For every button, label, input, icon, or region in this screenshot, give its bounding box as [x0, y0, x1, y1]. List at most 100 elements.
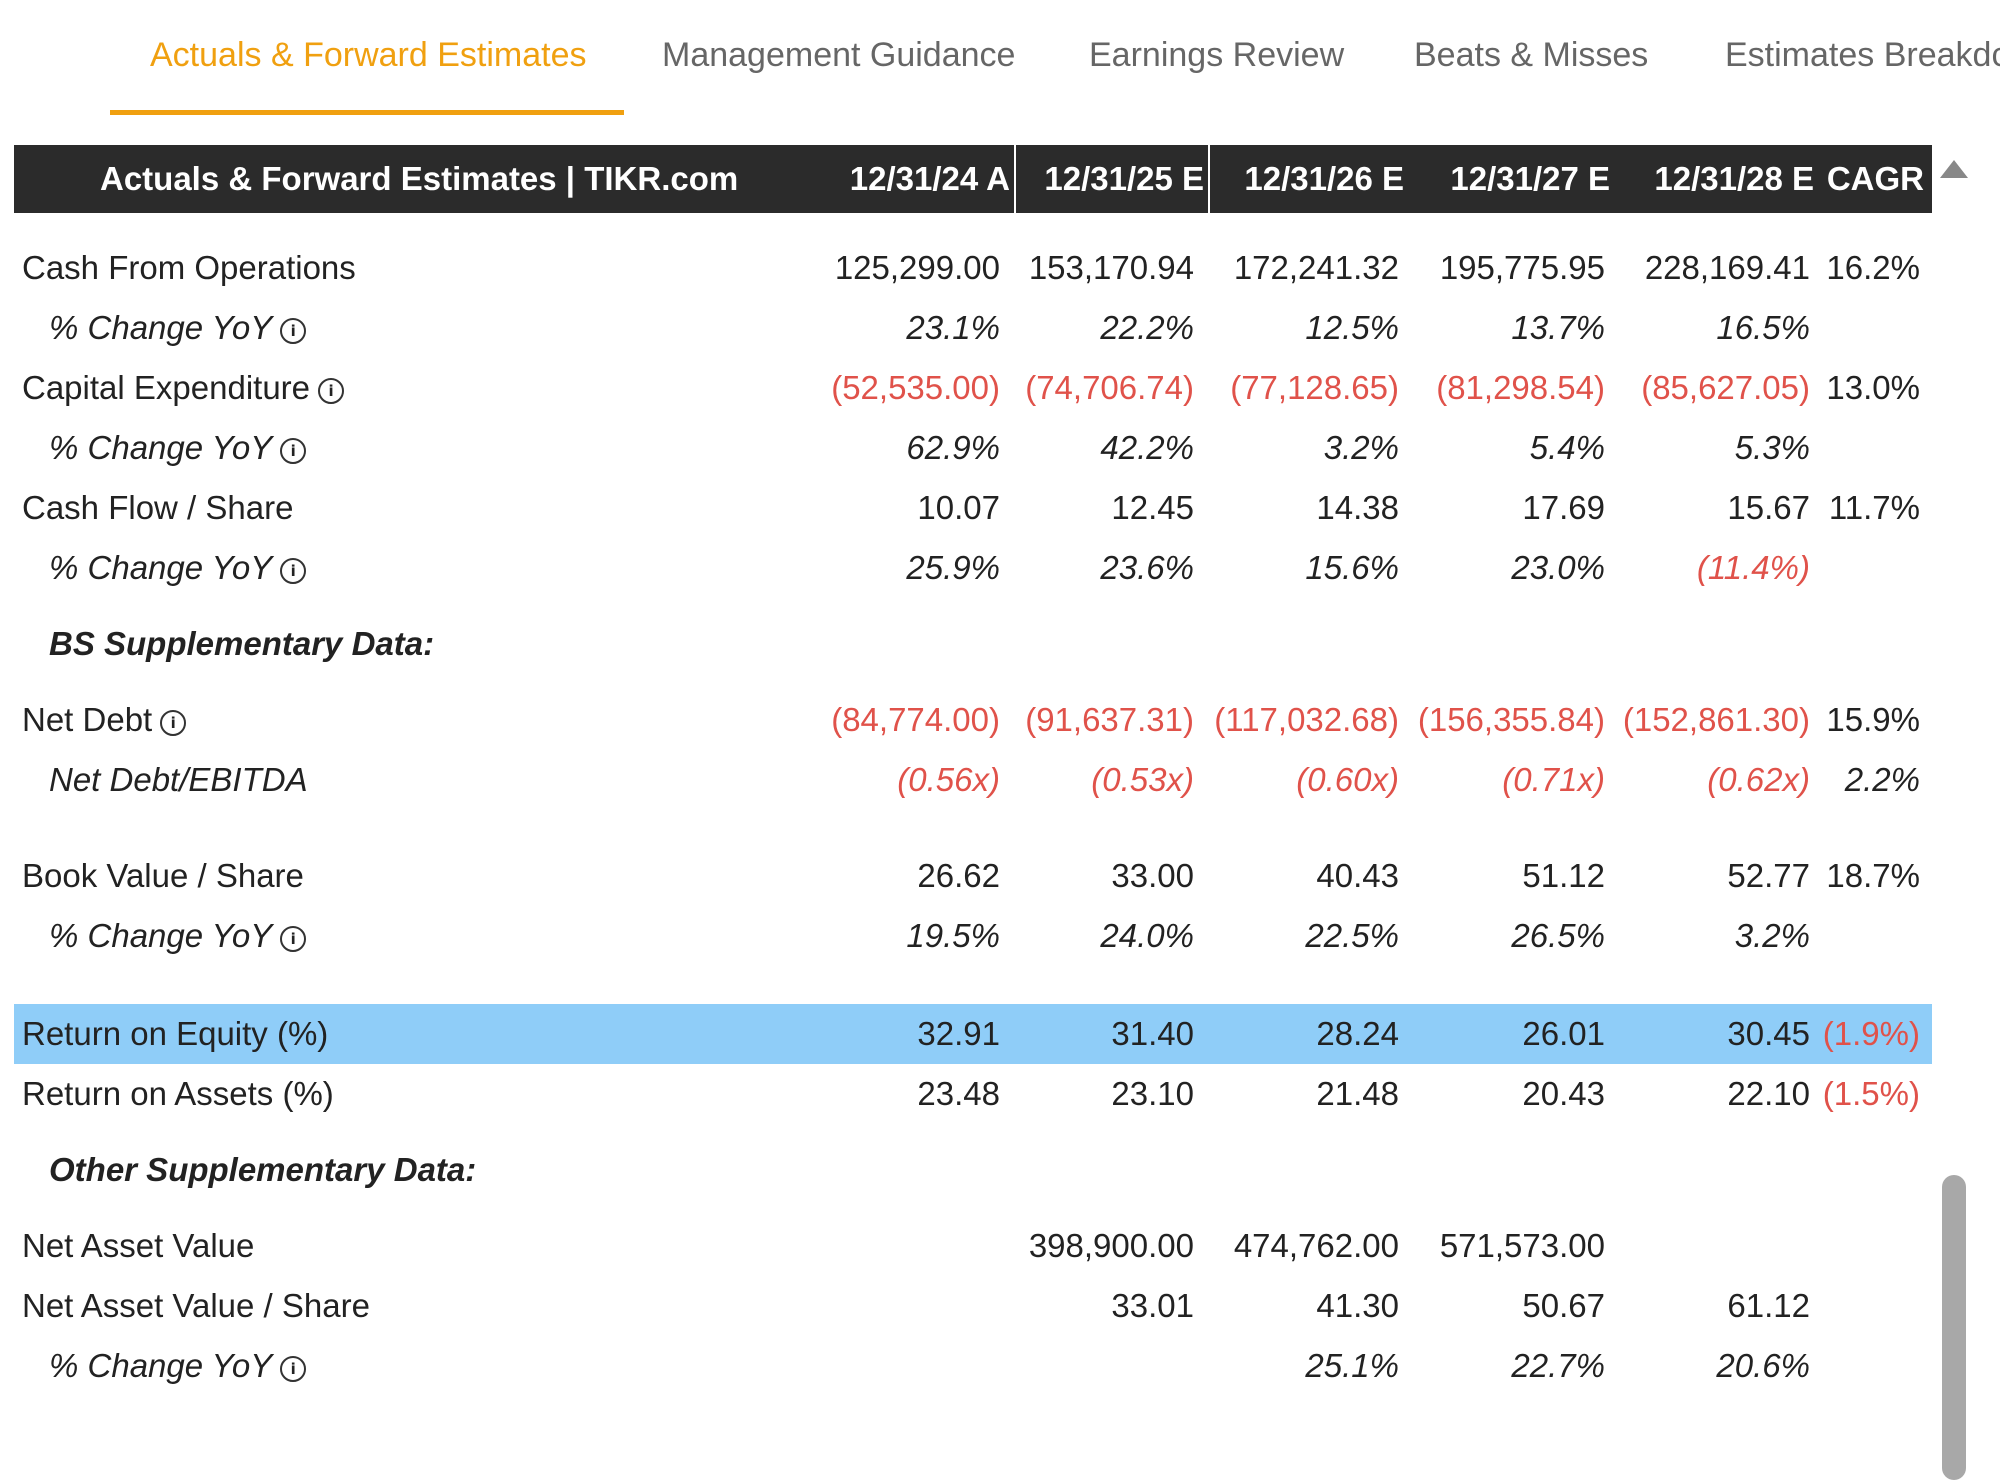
- row-label-text: Capital Expenditure: [22, 369, 311, 406]
- tab-bar: Actuals & Forward Estimates Management G…: [0, 0, 2000, 115]
- row-label: % Change YoY i: [49, 418, 307, 478]
- table-cell: 15.9%: [1826, 701, 1920, 738]
- table-row[interactable]: % Change YoY i 25.9% 23.6% 15.6% 23.0% (11.4%): [14, 538, 1932, 598]
- table-cell: 23.48: [917, 1075, 1000, 1112]
- table-cell: 28.24: [1316, 1015, 1399, 1052]
- table-cell: 23.6%: [1100, 549, 1194, 586]
- table-cell: 20.43: [1522, 1075, 1605, 1112]
- table-cell: 195,775.95: [1439, 249, 1605, 286]
- table-cell: 11.7%: [1828, 489, 1920, 526]
- table-cell: 571,573.00: [1439, 1227, 1605, 1264]
- table-row[interactable]: % Change YoY i 25.1% 22.7% 20.6%: [14, 1336, 1932, 1396]
- row-label: % Change YoY i: [49, 1336, 307, 1396]
- table-row[interactable]: % Change YoY i 62.9% 42.2% 3.2% 5.4% 5.3%: [14, 418, 1932, 478]
- tab-beats-misses[interactable]: Beats & Misses: [1414, 36, 1649, 74]
- table-row[interactable]: Cash From Operations 125,299.00 153,170.94…: [14, 238, 1932, 298]
- column-header-cagr[interactable]: CAGR: [1826, 160, 1924, 197]
- row-label-text: % Change YoY: [49, 429, 273, 466]
- table-cell: 20.6%: [1716, 1347, 1810, 1384]
- table-cell: 24.0%: [1100, 917, 1194, 954]
- row-gap: [14, 966, 1932, 1004]
- table-cell: 50.67: [1522, 1287, 1605, 1324]
- table-row[interactable]: Capital Expenditure i (52,535.00) (74,706.7…: [14, 358, 1932, 418]
- table-cell: 15.6%: [1305, 549, 1399, 586]
- scroll-up-icon[interactable]: [1940, 160, 1968, 178]
- row-label-text: Net Asset Value: [22, 1227, 255, 1264]
- row-label-text: Net Debt/EBITDA: [49, 761, 308, 798]
- table-row[interactable]: Net Asset Value / Share 33.01 41.30 50.67 61…: [14, 1276, 1932, 1336]
- table-row[interactable]: % Change YoY i 23.1% 22.2% 12.5% 13.7% 16.5%: [14, 298, 1932, 358]
- header-gap: [14, 213, 1932, 238]
- column-header-2028[interactable]: 12/31/28 E: [1654, 160, 1814, 197]
- table-cell: 3.2%: [1734, 917, 1810, 954]
- table-cell: (152,861.30): [1622, 701, 1810, 738]
- info-icon[interactable]: i: [280, 558, 307, 584]
- tab-earnings-review[interactable]: Earnings Review: [1089, 36, 1345, 74]
- tab-actuals-forward-estimates[interactable]: Actuals & Forward Estimates: [150, 36, 587, 74]
- table-cell: 16.2%: [1826, 249, 1920, 286]
- tab-management-guidance[interactable]: Management Guidance: [662, 36, 1016, 74]
- table-row[interactable]: Book Value / Share 26.62 33.00 40.43 51.12 52…: [14, 846, 1932, 906]
- section-heading-label: BS Supplementary Data:: [49, 625, 435, 662]
- column-header-2025[interactable]: 12/31/25 E: [1044, 160, 1204, 197]
- info-icon[interactable]: i: [280, 1356, 307, 1382]
- table-cell: (52,535.00): [831, 369, 1000, 406]
- row-label: Net Debt i: [22, 690, 187, 750]
- table-row[interactable]: Net Asset Value 398,900.00 474,762.00 571,5…: [14, 1216, 1932, 1276]
- table-row[interactable]: Return on Equity (%) 32.91 31.40 28.24 26.01…: [14, 1004, 1932, 1064]
- table-cell: 32.91: [917, 1015, 1000, 1052]
- info-icon[interactable]: i: [280, 438, 307, 464]
- row-label-text: Net Debt: [22, 701, 153, 738]
- table-cell: 125,299.00: [834, 249, 1000, 286]
- table-cell: 33.01: [1111, 1287, 1194, 1324]
- info-icon[interactable]: i: [280, 318, 307, 344]
- table-cell: (1.9%): [1822, 1015, 1920, 1052]
- column-header-2027[interactable]: 12/31/27 E: [1450, 160, 1610, 197]
- row-label: Return on Assets (%): [22, 1064, 334, 1124]
- column-header-2026[interactable]: 12/31/26 E: [1244, 160, 1404, 197]
- row-label-text: Net Asset Value / Share: [22, 1287, 370, 1324]
- table-cell: 153,170.94: [1028, 249, 1194, 286]
- table-cell: 25.9%: [906, 549, 1000, 586]
- table-cell: 42.2%: [1100, 429, 1194, 466]
- table-cell: 26.01: [1522, 1015, 1605, 1052]
- info-icon[interactable]: i: [160, 710, 187, 736]
- table-cell: 18.7%: [1826, 857, 1920, 894]
- table-cell: 5.3%: [1734, 429, 1810, 466]
- table-cell: 41.30: [1316, 1287, 1399, 1324]
- table-body: Cash From Operations 125,299.00 153,170.94…: [14, 238, 1932, 1396]
- info-icon[interactable]: i: [280, 926, 307, 952]
- row-label: Book Value / Share: [22, 846, 304, 906]
- table-cell: 30.45: [1727, 1015, 1810, 1052]
- table-cell: (0.60x): [1296, 761, 1399, 798]
- tab-estimates-breakdown[interactable]: Estimates Breakdc: [1725, 36, 2000, 74]
- table-row[interactable]: Net Debt i (84,774.00) (91,637.31) (117,032.…: [14, 690, 1932, 750]
- table-cell: [1810, 298, 1920, 358]
- row-label: % Change YoY i: [49, 298, 307, 358]
- table-row[interactable]: % Change YoY i 19.5% 24.0% 22.5% 26.5% 3.2%: [14, 906, 1932, 966]
- table-cell: 61.12: [1727, 1287, 1810, 1324]
- table-row[interactable]: Net Debt/EBITDA (0.56x) (0.53x) (0.60x) (0.7…: [14, 750, 1932, 810]
- table-cell: 62.9%: [906, 429, 1000, 466]
- info-icon[interactable]: i: [318, 378, 345, 404]
- row-label: Cash Flow / Share: [22, 478, 293, 538]
- table-cell: 16.5%: [1716, 309, 1810, 346]
- row-label: % Change YoY i: [49, 906, 307, 966]
- row-label-text: Book Value / Share: [22, 857, 304, 894]
- table-row[interactable]: Return on Assets (%) 23.48 23.10 21.48 20.43…: [14, 1064, 1932, 1124]
- estimates-table: Actuals & Forward Estimates | TIKR.com 1…: [14, 145, 1932, 1396]
- table-header: Actuals & Forward Estimates | TIKR.com 1…: [14, 145, 1932, 213]
- vertical-scrollbar-thumb[interactable]: [1942, 1175, 1966, 1480]
- active-tab-underline: [110, 110, 624, 115]
- row-label-text: Return on Assets (%): [22, 1075, 334, 1112]
- table-row[interactable]: Cash Flow / Share 10.07 12.45 14.38 17.69 15.…: [14, 478, 1932, 538]
- table-cell: [1810, 1276, 1920, 1336]
- table-cell: 23.1%: [906, 309, 1000, 346]
- table-cell: 26.5%: [1511, 917, 1605, 954]
- row-label: Net Asset Value: [22, 1216, 254, 1276]
- row-label: Cash From Operations: [22, 238, 356, 298]
- column-header-2024[interactable]: 12/31/24 A: [849, 160, 1010, 197]
- table-cell: [1810, 418, 1920, 478]
- section-heading-label: Other Supplementary Data:: [49, 1151, 477, 1188]
- table-cell: 10.07: [917, 489, 1000, 526]
